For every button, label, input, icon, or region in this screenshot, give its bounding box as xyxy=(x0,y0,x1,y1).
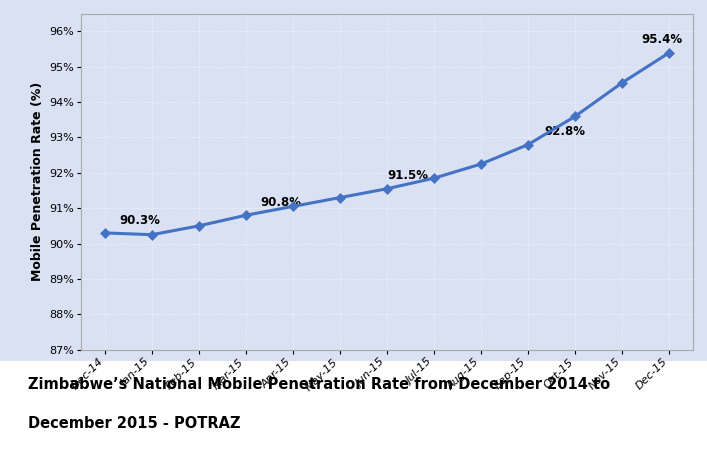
Text: Zimbabwe’s National Mobile Penetration Rate from December 2014 to: Zimbabwe’s National Mobile Penetration R… xyxy=(28,377,610,392)
Text: 90.8%: 90.8% xyxy=(260,196,301,209)
Y-axis label: Mobile Penetration Rate (%): Mobile Penetration Rate (%) xyxy=(31,82,44,281)
Text: 95.4%: 95.4% xyxy=(641,33,682,46)
Text: December 2015 - POTRAZ: December 2015 - POTRAZ xyxy=(28,416,241,431)
Text: 90.3%: 90.3% xyxy=(119,213,160,227)
Text: 91.5%: 91.5% xyxy=(387,170,428,182)
Text: 92.8%: 92.8% xyxy=(544,125,585,138)
